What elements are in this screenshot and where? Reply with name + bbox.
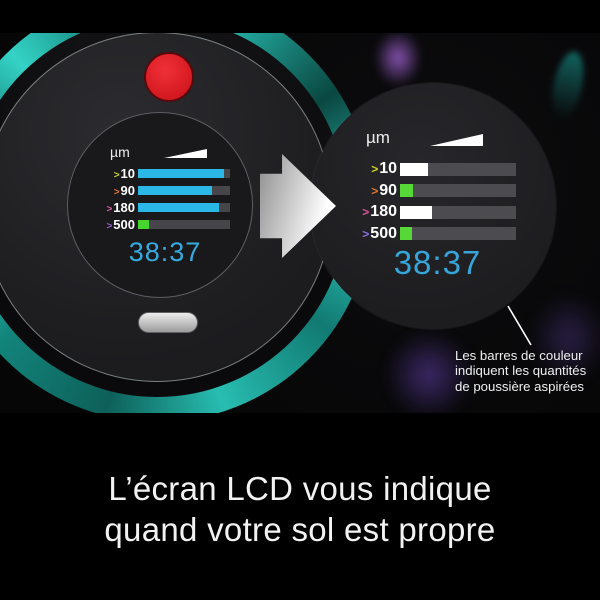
dust-bar-track [138, 185, 230, 195]
particle-row-180: >180 [93, 199, 230, 215]
dust-bar-track [400, 227, 516, 240]
dust-bar-track [138, 168, 230, 178]
unit-label: µm [366, 128, 390, 147]
purple-streak-top [374, 33, 422, 87]
power-button [144, 52, 194, 102]
teal-streak-right [547, 48, 589, 122]
row-label: >500 [106, 216, 135, 232]
row-label: >180 [106, 199, 135, 215]
dust-bar-fill [400, 227, 412, 240]
row-label: >180 [362, 203, 397, 220]
dust-bar-fill [138, 202, 219, 212]
dust-bar-fill [400, 184, 413, 197]
callout-text: Les barres de couleur indiquent les quan… [455, 348, 600, 394]
chevron-icon: > [113, 169, 120, 181]
runtime-display-zoomed: 38:37 [393, 244, 482, 281]
photo-area: µm >10 >90 >180 >500 38:37 µm >10 >90 [0, 33, 600, 413]
dust-bar-fill [138, 185, 212, 195]
dust-bar-fill [400, 162, 428, 176]
particle-row-500: >500 [348, 225, 518, 243]
chevron-icon: > [362, 205, 370, 219]
caption-line: quand votre sol est propre [104, 511, 496, 548]
dust-bar-track [400, 205, 516, 219]
row-label: >10 [371, 160, 397, 177]
caption-line: L’écran LCD vous indique [108, 470, 492, 507]
particle-row-10: >10 [348, 160, 518, 178]
particle-row-500: >500 [93, 216, 230, 232]
unit-label: µm [110, 144, 130, 160]
callout-line: Les barres de couleur [455, 348, 583, 363]
dust-bar-track [138, 202, 230, 212]
runtime-display: 38:37 [128, 237, 202, 267]
chevron-icon: > [371, 183, 379, 198]
dust-bar-fill [138, 219, 150, 229]
chevron-icon: > [113, 186, 120, 198]
selection-button [138, 312, 198, 333]
chevron-icon: > [371, 162, 379, 176]
dust-bar-fill [400, 205, 433, 219]
particle-size-wedge-icon [164, 149, 207, 158]
particle-row-90: >90 [348, 182, 518, 200]
dust-bar-track [138, 219, 230, 229]
particle-row-90: >90 [93, 182, 230, 198]
row-label: >10 [113, 165, 135, 181]
chevron-icon: > [106, 220, 113, 232]
chevron-icon: > [362, 226, 370, 241]
callout-line: de poussière aspirées [455, 378, 585, 394]
row-label: >90 [371, 181, 397, 199]
row-label: >90 [113, 182, 135, 198]
dust-bar-track [400, 162, 516, 176]
row-label: >500 [362, 224, 397, 242]
particle-row-180: >180 [348, 203, 518, 221]
particle-row-10: >10 [93, 165, 230, 181]
dust-bar-track [400, 184, 516, 197]
dust-bar-fill [138, 168, 224, 178]
chevron-icon: > [106, 203, 113, 215]
caption: L’écran LCD vous indique quand votre sol… [0, 468, 600, 550]
callout-line: indiquent les quantités [455, 363, 587, 379]
